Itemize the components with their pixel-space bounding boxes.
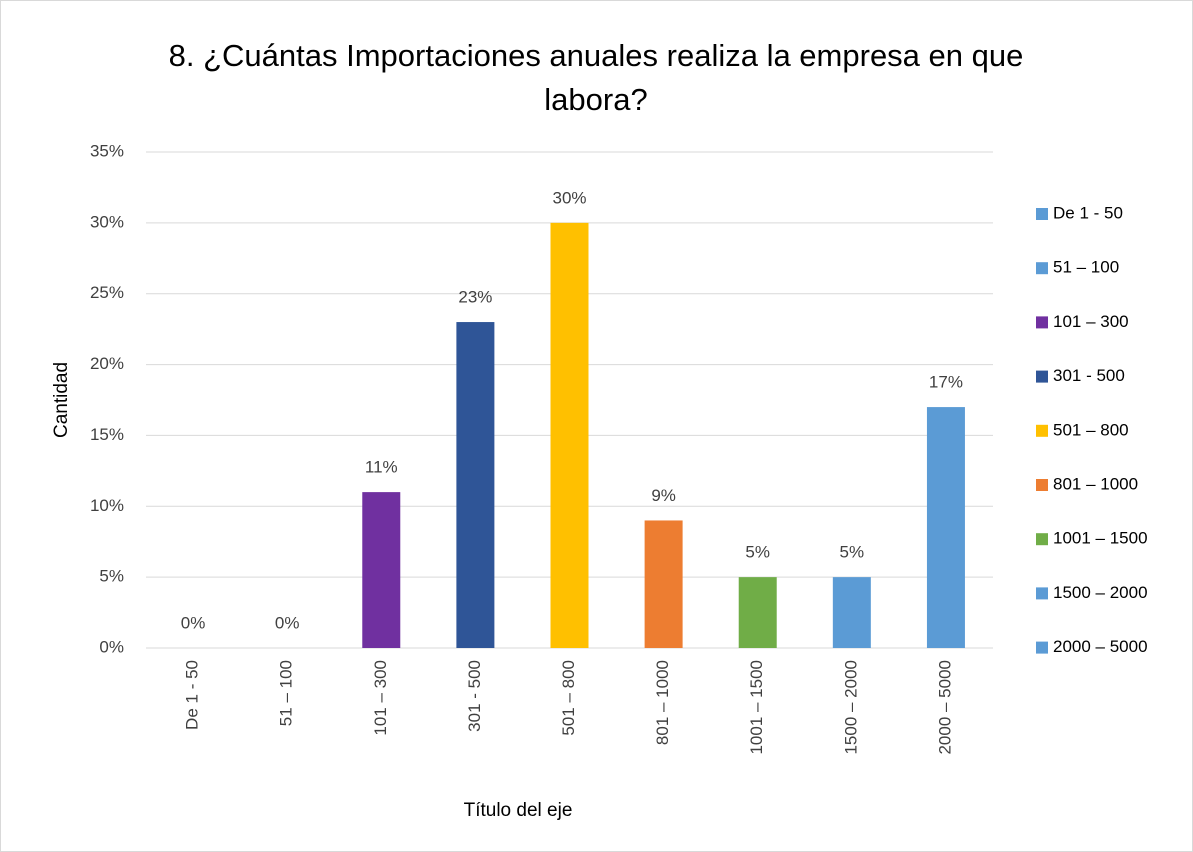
bar: [550, 222, 589, 648]
y-tick-label: 0%: [99, 637, 124, 656]
data-label: 0%: [275, 613, 300, 632]
bar: [456, 322, 495, 648]
bar: [644, 520, 683, 648]
y-tick-label: 20%: [90, 354, 124, 373]
bar: [738, 577, 777, 648]
y-axis-title: Cantidad: [51, 362, 72, 438]
y-tick-label: 5%: [99, 567, 124, 586]
x-tick-label: 1500 – 2000: [841, 660, 860, 755]
data-label: 23%: [458, 288, 492, 307]
legend-label: 2000 – 5000: [1053, 637, 1148, 656]
data-label: 0%: [181, 613, 206, 632]
bar: [926, 407, 965, 648]
legend-label: 301 - 500: [1053, 366, 1125, 385]
legend-label: 1500 – 2000: [1053, 583, 1148, 602]
legend-label: 51 – 100: [1053, 258, 1119, 277]
bar: [832, 577, 871, 648]
bar: [362, 492, 401, 648]
legend-swatch: [1036, 641, 1048, 654]
x-tick-label: 101 – 300: [371, 660, 390, 736]
y-tick-label: 30%: [90, 212, 124, 231]
data-label: 9%: [651, 486, 676, 505]
x-tick-label: 1001 – 1500: [747, 660, 766, 755]
legend-swatch: [1036, 208, 1048, 220]
x-tick-label: 301 - 500: [465, 660, 484, 732]
legend-swatch: [1036, 424, 1048, 437]
x-tick-label: 51 – 100: [277, 660, 296, 726]
y-tick-label: 25%: [90, 283, 124, 302]
data-label: 30%: [552, 188, 586, 207]
legend-label: 801 – 1000: [1053, 474, 1138, 493]
y-tick-label: 10%: [90, 496, 124, 515]
data-label: 17%: [929, 373, 963, 392]
x-tick-label: De 1 - 50: [183, 660, 202, 730]
chart-title: 8. ¿Cuántas Importaciones anuales realiz…: [168, 38, 1024, 117]
legend-swatch: [1036, 479, 1048, 491]
legend-label: 501 – 800: [1053, 420, 1129, 439]
data-label: 5%: [840, 543, 865, 562]
legend-label: 1001 – 1500: [1053, 529, 1148, 548]
legend-label: 101 – 300: [1053, 312, 1129, 331]
data-label: 11%: [365, 458, 398, 477]
data-label: 5%: [745, 543, 770, 562]
legend-swatch: [1036, 370, 1048, 383]
x-tick-label: 801 – 1000: [653, 660, 672, 745]
legend-swatch: [1036, 533, 1048, 546]
legend-swatch: [1036, 316, 1048, 329]
x-tick-label: 2000 – 5000: [935, 660, 954, 755]
y-tick-label: 35%: [90, 141, 124, 160]
legend-label: De 1 - 50: [1053, 203, 1123, 222]
x-axis-title: Título del eje: [464, 800, 573, 821]
x-tick-label: 501 – 800: [559, 660, 578, 736]
legend-swatch: [1036, 262, 1048, 275]
y-tick-label: 15%: [90, 425, 124, 444]
legend-swatch: [1036, 587, 1048, 600]
